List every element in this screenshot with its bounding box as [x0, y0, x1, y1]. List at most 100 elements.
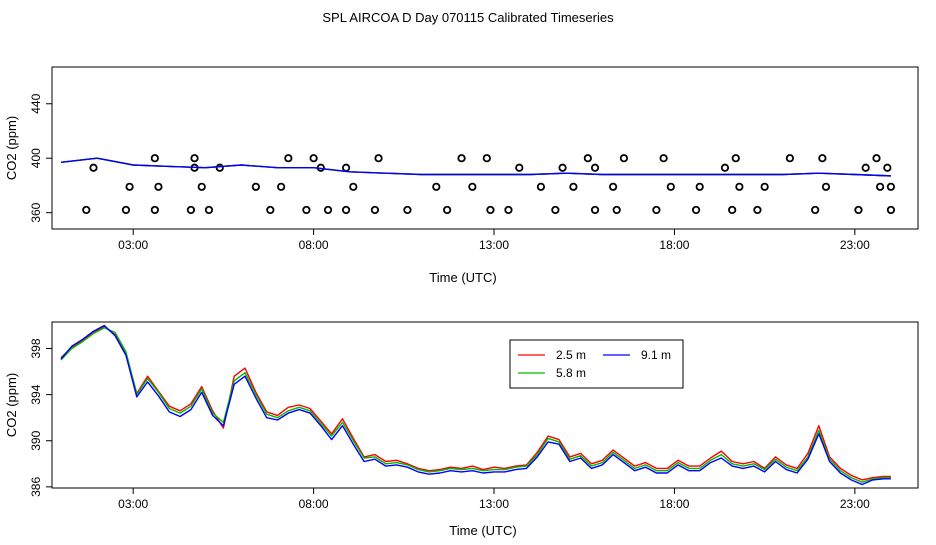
top-flag-point — [861, 163, 870, 172]
top-flag-point — [695, 182, 704, 191]
top-flag-point — [341, 163, 351, 172]
top-flag-point — [886, 182, 896, 191]
legend-label-5-8m: 5.8 m — [556, 366, 586, 380]
top-flag-point — [876, 182, 885, 191]
top-flag-point — [691, 205, 701, 215]
top-flag-point — [785, 154, 795, 163]
top-flag-point — [612, 205, 621, 215]
top-flag-point — [443, 205, 452, 215]
bottom-panel: 386 390 394 398 03:00 08:00 13:00 18:00 23:00 T… — [4, 321, 919, 538]
bottom-y-tick-label: 386 — [29, 477, 43, 497]
top-flag-point — [277, 182, 286, 191]
top-flag-point — [515, 163, 524, 172]
top-flag-point — [583, 154, 592, 163]
top-series — [60, 157, 891, 177]
top-flag-point — [468, 182, 477, 191]
top-x-tick-label: 18:00 — [659, 238, 689, 252]
chart-title: SPL AIRCOA D Day 070115 Calibrated Times… — [322, 10, 614, 25]
top-flag-point — [251, 182, 260, 191]
top-flag-point — [569, 182, 578, 191]
top-flag-point — [883, 163, 892, 172]
top-flag-point — [619, 154, 629, 163]
top-x-tick-label: 08:00 — [299, 238, 329, 252]
top-flag-point — [204, 205, 214, 215]
bottom-series-line-5-8-m — [60, 327, 891, 483]
top-y-tick-label: 360 — [29, 202, 43, 222]
bottom-x-tick-label: 13:00 — [479, 497, 509, 511]
top-flag-point — [323, 205, 333, 215]
bottom-y-tick-label: 398 — [29, 338, 43, 358]
legend: 2.5 m 9.1 m 5.8 m — [509, 339, 684, 389]
top-flag-point — [652, 205, 661, 215]
bottom-x-axis: 03:00 08:00 13:00 18:00 23:00 — [118, 488, 870, 511]
top-y-axis: 360 400 440 — [29, 93, 52, 223]
top-flag-point — [341, 205, 351, 215]
top-flag-point — [302, 205, 311, 215]
top-flag-point — [590, 205, 600, 215]
top-flag-point — [309, 154, 318, 163]
top-flag-point — [197, 182, 206, 191]
top-flag-point — [659, 154, 668, 163]
top-plot-frame — [51, 66, 919, 230]
top-flag-point — [504, 205, 513, 215]
bottom-x-tick-label: 08:00 — [299, 497, 329, 511]
top-flag-point — [121, 205, 131, 215]
legend-label-9-1m: 9.1 m — [641, 348, 671, 362]
top-flag-point — [818, 154, 827, 163]
top-flag-point — [154, 182, 163, 191]
bottom-x-tick-label: 18:00 — [659, 497, 689, 511]
bottom-x-tick-label: 03:00 — [118, 497, 148, 511]
top-flag-point — [811, 205, 820, 215]
top-flag-point — [666, 182, 675, 191]
bottom-x-axis-label: Time (UTC) — [449, 523, 516, 538]
bottom-y-tick-label: 394 — [29, 384, 43, 404]
top-x-axis: 03:00 08:00 13:00 18:00 23:00 — [118, 229, 870, 252]
top-flag-point — [886, 205, 896, 215]
top-panel: 360 400 440 03:00 08:00 13:00 18:00 23:00 Time… — [4, 66, 919, 285]
top-flag-point — [728, 205, 737, 215]
top-y-tick-label: 400 — [29, 148, 43, 168]
top-flag-points — [82, 154, 896, 215]
top-flag-point — [735, 182, 744, 191]
top-y-tick-label: 440 — [29, 93, 43, 113]
legend-box — [509, 339, 684, 389]
top-flag-point — [89, 163, 98, 172]
top-flag-point — [457, 154, 466, 163]
bottom-x-tick-label: 23:00 — [840, 497, 870, 511]
top-flag-point — [125, 182, 134, 191]
top-flag-point — [432, 182, 441, 191]
top-flag-point — [266, 205, 275, 215]
bottom-plot-frame — [51, 321, 919, 489]
top-flag-point — [150, 205, 159, 215]
legend-label-2-5m: 2.5 m — [556, 348, 586, 362]
top-flag-point — [349, 182, 358, 191]
bottom-series-line-2-5-m — [60, 325, 891, 481]
bottom-y-axis-label: CO2 (ppm) — [4, 373, 19, 437]
top-flag-point — [608, 182, 618, 191]
bottom-series-line-9-1-m — [60, 324, 891, 486]
top-x-tick-label: 03:00 — [118, 238, 148, 252]
top-x-tick-label: 13:00 — [479, 238, 509, 252]
top-flag-point — [558, 163, 567, 172]
top-x-axis-label: Time (UTC) — [429, 270, 496, 285]
top-flag-point — [150, 154, 159, 163]
top-flag-point — [731, 154, 740, 163]
top-flag-point — [536, 182, 546, 191]
top-flag-point — [284, 154, 293, 163]
top-x-tick-label: 23:00 — [840, 238, 870, 252]
top-y-axis-label: CO2 (ppm) — [4, 116, 19, 180]
top-flag-point — [374, 154, 383, 163]
top-flag-point — [215, 163, 224, 172]
top-flag-point — [186, 205, 196, 215]
bottom-y-axis: 386 390 394 398 — [29, 338, 52, 497]
top-flag-point — [82, 205, 91, 215]
top-flag-point — [821, 182, 831, 191]
top-flag-point — [854, 205, 863, 215]
top-flag-point — [486, 205, 495, 215]
top-flag-point — [190, 154, 199, 163]
top-flag-point — [482, 154, 491, 163]
top-flag-point — [403, 205, 412, 215]
bottom-series — [60, 324, 891, 486]
